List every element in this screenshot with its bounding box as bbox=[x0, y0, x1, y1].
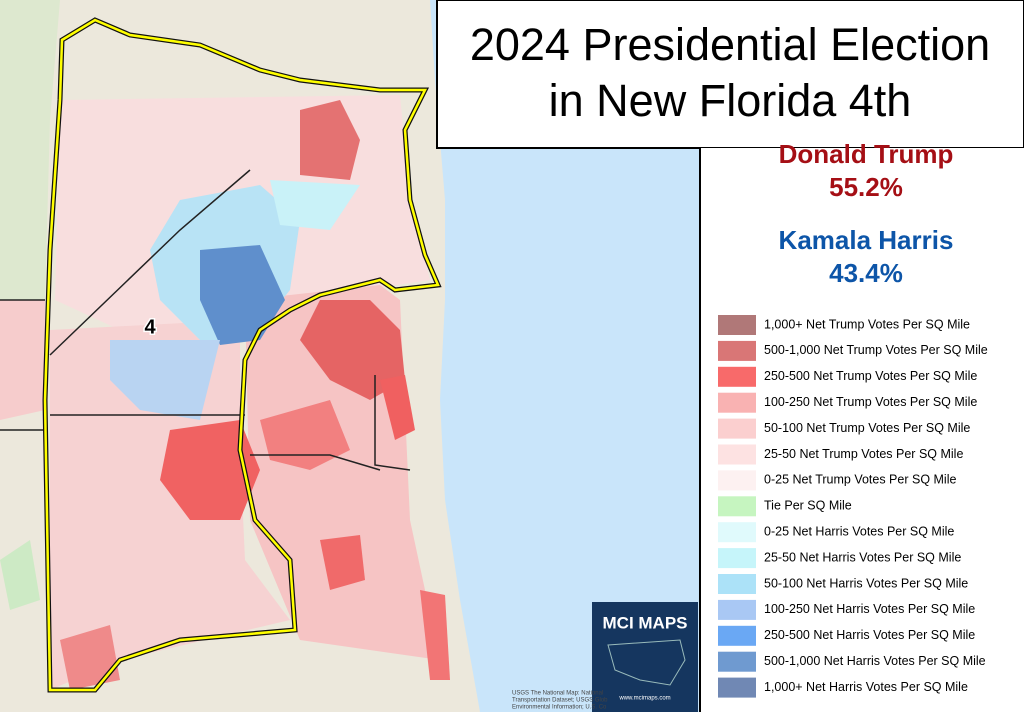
district-outline bbox=[43, 18, 440, 692]
candidate-name: Donald Trump bbox=[779, 139, 954, 169]
legend-swatch bbox=[718, 522, 756, 543]
candidate-share: 43.4% bbox=[829, 258, 903, 288]
legend-swatch bbox=[718, 470, 756, 491]
area-red bbox=[420, 590, 450, 680]
legend-label: 100-250 Net Harris Votes Per SQ Mile bbox=[764, 602, 975, 616]
title-line: 2024 Presidential Election bbox=[470, 19, 990, 70]
legend-label: 250-500 Net Harris Votes Per SQ Mile bbox=[764, 628, 975, 642]
legend-swatch bbox=[718, 625, 756, 646]
title-line: in New Florida 4th bbox=[549, 75, 912, 126]
legend-label: 25-50 Net Trump Votes Per SQ Mile bbox=[764, 447, 963, 461]
area-red bbox=[60, 625, 120, 690]
attribution-line: USGS The National Map: National bbox=[512, 691, 603, 697]
legend-swatch bbox=[718, 651, 756, 672]
legend-label: 100-250 Net Trump Votes Per SQ Mile bbox=[764, 395, 977, 409]
legend-swatch bbox=[718, 315, 756, 335]
legend-label: 500-1,000 Net Trump Votes Per SQ Mile bbox=[764, 343, 988, 357]
legend-label: 50-100 Net Harris Votes Per SQ Mile bbox=[764, 576, 968, 590]
legend: 1,000+ Net Trump Votes Per SQ Mile 500-1,… bbox=[718, 315, 988, 698]
area-red bbox=[320, 535, 365, 590]
boundary bbox=[0, 169, 411, 471]
area-red bbox=[380, 375, 415, 440]
logo-map bbox=[607, 639, 686, 686]
area-red bbox=[260, 400, 350, 470]
logo-title: MCI MAPS bbox=[603, 613, 688, 632]
legend-swatch bbox=[718, 599, 756, 620]
logo-box bbox=[592, 602, 698, 712]
area-green bbox=[0, 540, 40, 610]
area-red bbox=[160, 420, 260, 520]
legend-label: 50-100 Net Trump Votes Per SQ Mile bbox=[764, 421, 970, 435]
legend-swatch bbox=[718, 496, 756, 517]
area-blue bbox=[270, 180, 360, 230]
attribution: USGS The National Map: NationalTransport… bbox=[512, 691, 608, 711]
legend-swatch bbox=[718, 392, 756, 413]
legend-label: 25-50 Net Harris Votes Per SQ Mile bbox=[764, 550, 961, 564]
candidate-name: Kamala Harris bbox=[779, 225, 954, 255]
area-red bbox=[300, 100, 360, 180]
legend-label: 1,000+ Net Harris Votes Per SQ Mile bbox=[764, 680, 968, 694]
legend-swatch bbox=[718, 548, 756, 569]
area-pink bbox=[50, 320, 290, 690]
legend-swatch bbox=[718, 366, 756, 387]
legend-swatch bbox=[718, 340, 756, 361]
area-red bbox=[300, 300, 405, 400]
area-red bbox=[0, 300, 45, 420]
legend-label: Tie Per SQ Mile bbox=[764, 499, 852, 513]
legend-swatch bbox=[718, 444, 756, 465]
legend-label: 500-1,000 Net Harris Votes Per SQ Mile bbox=[764, 654, 986, 668]
attribution-line: Transportation Dataset; USGS Glob bbox=[512, 698, 608, 704]
legend-label: 0-25 Net Harris Votes Per SQ Mile bbox=[764, 524, 954, 538]
attribution-line: Environmental Information; U.S. Co bbox=[512, 705, 607, 711]
legend-label: 0-25 Net Trump Votes Per SQ Mile bbox=[764, 473, 956, 487]
district-label: 4 bbox=[144, 316, 156, 338]
forest bbox=[0, 0, 60, 300]
area-blue bbox=[110, 340, 220, 420]
title-box bbox=[436, 0, 1024, 149]
candidate-share: 55.2% bbox=[829, 172, 903, 202]
legend-swatch bbox=[718, 418, 756, 439]
legend-label: 250-500 Net Trump Votes Per SQ Mile bbox=[764, 369, 977, 383]
area-blue bbox=[200, 245, 285, 345]
legend-label: 1,000+ Net Trump Votes Per SQ Mile bbox=[764, 317, 970, 331]
legend-swatch bbox=[718, 677, 756, 698]
logo-url: www.mcimaps.com bbox=[618, 696, 670, 702]
legend-swatch bbox=[718, 574, 756, 594]
